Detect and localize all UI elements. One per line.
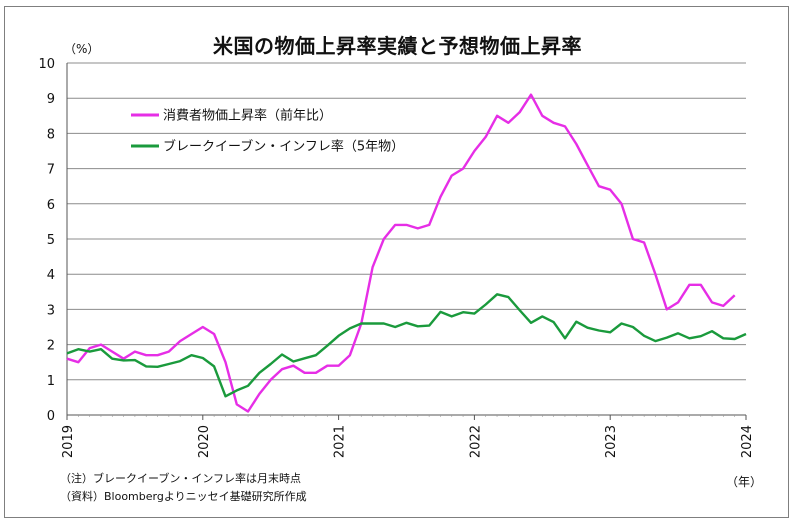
x-tick-label: 2024 xyxy=(740,425,755,458)
footnote: （注）ブレークイーブン・インフレ率は月末時点 xyxy=(60,472,302,485)
legend-label-cpi: 消費者物価上昇率（前年比） xyxy=(163,108,332,124)
y-tick-label: 5 xyxy=(47,233,55,248)
series-lines xyxy=(66,93,747,413)
x-tick-label: 2023 xyxy=(604,425,619,458)
y-tick-label: 4 xyxy=(47,268,55,283)
chart-title: 米国の物価上昇率実績と予想物価上昇率 xyxy=(213,34,582,58)
y-tick-label: 8 xyxy=(47,127,55,142)
series-line-cpi xyxy=(66,93,736,413)
x-tick-label: 2021 xyxy=(333,425,348,458)
x-axis-unit: （年） xyxy=(726,475,763,489)
y-tick-label: 3 xyxy=(47,303,55,318)
y-axis-unit: （%） xyxy=(64,42,100,56)
series-line-breakeven xyxy=(66,293,747,398)
y-tick-label: 10 xyxy=(38,57,55,72)
y-tick-labels: 0 1 2 3 4 5 6 7 8 9 10 xyxy=(38,57,55,424)
legend: 消費者物価上昇率（前年比） ブレークイーブン・インフレ率（5年物） xyxy=(131,108,404,155)
y-tick-label: 2 xyxy=(47,339,55,354)
chart-frame xyxy=(4,6,789,518)
gridlines xyxy=(67,62,746,381)
x-tick-label: 2019 xyxy=(61,425,76,458)
axes xyxy=(66,63,747,420)
x-tick-label: 2020 xyxy=(197,425,212,458)
y-tick-label: 9 xyxy=(47,92,55,107)
y-tick-label: 0 xyxy=(47,409,55,424)
source-note: （資料）Bloombergよりニッセイ基礎研究所作成 xyxy=(60,490,307,503)
y-tick-label: 1 xyxy=(47,374,55,389)
y-tick-label: 7 xyxy=(47,163,55,178)
y-tick-label: 6 xyxy=(47,198,55,213)
x-tick-labels: 2019 2020 2021 2022 2023 2024 xyxy=(61,425,755,458)
legend-label-breakeven: ブレークイーブン・インフレ率（5年物） xyxy=(163,139,404,155)
x-tick-label: 2022 xyxy=(468,425,483,458)
